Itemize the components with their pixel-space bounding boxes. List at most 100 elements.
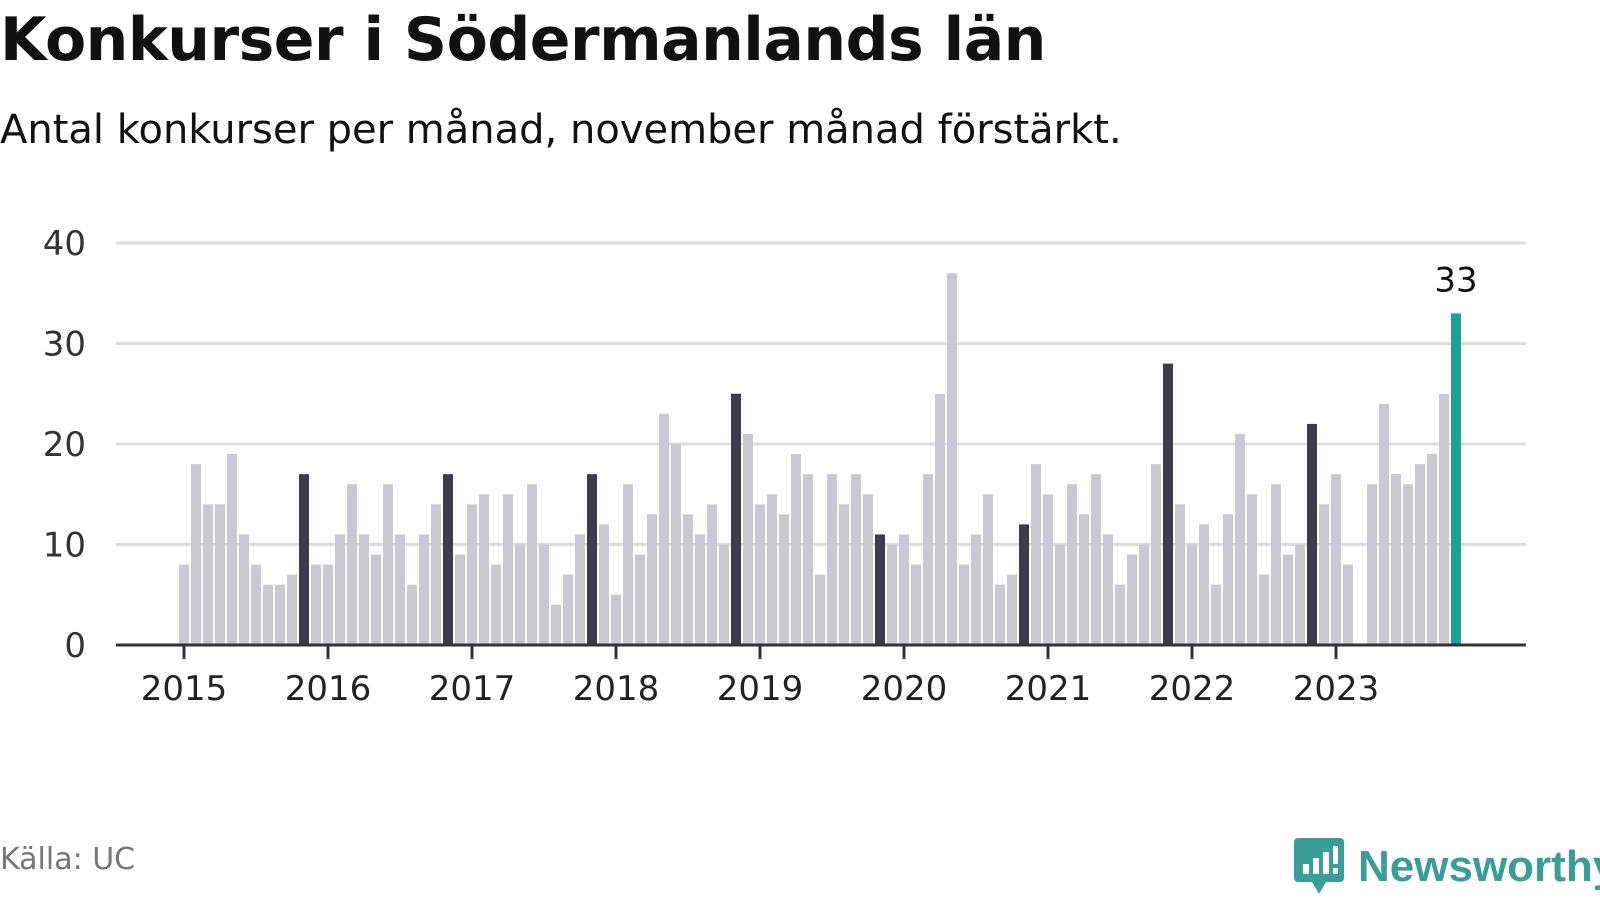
chart-subtitle: Antal konkurser per månad, november måna…: [0, 107, 1122, 153]
bar: [419, 534, 429, 645]
bar: [1067, 484, 1077, 645]
bar: [203, 504, 213, 645]
bar: [695, 534, 705, 645]
bar: [1043, 494, 1053, 645]
bar: [683, 514, 693, 645]
bar: [1187, 544, 1197, 645]
bar: [1103, 534, 1113, 645]
x-tick-label: 2015: [141, 669, 228, 709]
bar: [515, 544, 525, 645]
bar: [1391, 474, 1401, 645]
x-tick-label: 2021: [1005, 669, 1092, 709]
bar: [551, 604, 561, 645]
bar: [491, 564, 501, 645]
bar: [575, 534, 585, 645]
bar: [1175, 504, 1185, 645]
bar: [1199, 524, 1209, 645]
bar: [1163, 363, 1173, 645]
bar: [1127, 554, 1137, 645]
bar: [1259, 574, 1269, 645]
bar: [443, 474, 453, 645]
bar: [431, 504, 441, 645]
y-tick-label: 40: [43, 224, 86, 264]
bar: [623, 484, 633, 645]
bar: [1295, 544, 1305, 645]
bar: [1055, 544, 1065, 645]
bar: [863, 494, 873, 645]
bar: [1415, 464, 1425, 645]
bar: [1031, 464, 1041, 645]
source-note: Källa: UC: [0, 842, 136, 877]
bar: [659, 413, 669, 645]
bar: [191, 464, 201, 645]
chart-title: Konkurser i Södermanlands län: [0, 5, 1046, 75]
bar: [647, 514, 657, 645]
y-tick-label: 10: [43, 526, 86, 566]
bar: [215, 504, 225, 645]
bar: [767, 494, 777, 645]
bar: [1007, 574, 1017, 645]
bar: [1247, 494, 1257, 645]
bar: [1379, 403, 1389, 645]
bar: [503, 494, 513, 645]
x-tick-label: 2022: [1149, 669, 1236, 709]
bar: [455, 554, 465, 645]
bar: [599, 524, 609, 645]
bar: [911, 564, 921, 645]
x-tick-label: 2019: [717, 669, 804, 709]
bar: [971, 534, 981, 645]
bar: [287, 574, 297, 645]
bar: [311, 564, 321, 645]
bar: [275, 584, 285, 645]
value-label: 33: [1434, 260, 1477, 300]
y-tick-label: 20: [43, 425, 86, 465]
bar: [527, 484, 537, 645]
bar: [719, 544, 729, 645]
bar: [227, 454, 237, 645]
bar: [1451, 313, 1461, 645]
annotations: 33: [1434, 260, 1477, 300]
bar: [179, 564, 189, 645]
bar: [467, 504, 477, 645]
bar: [1223, 514, 1233, 645]
bar: [323, 564, 333, 645]
bar: [251, 564, 261, 645]
bar: [299, 474, 309, 645]
bar: [1283, 554, 1293, 645]
bar: [1331, 474, 1341, 645]
bar: [359, 534, 369, 645]
bar: [995, 584, 1005, 645]
bar: [1319, 504, 1329, 645]
bar: [899, 534, 909, 645]
bar: [1367, 484, 1377, 645]
bar: [923, 474, 933, 645]
bar: [827, 474, 837, 645]
bar: [779, 514, 789, 645]
bar: [743, 433, 753, 645]
bar: [1079, 514, 1089, 645]
bar: [959, 564, 969, 645]
y-tick-label: 30: [43, 325, 86, 365]
bars: [179, 273, 1461, 645]
bar: [671, 444, 681, 645]
x-tick-label: 2020: [861, 669, 948, 709]
brand-logo: Newsworthy: [1294, 838, 1600, 896]
bar: [371, 554, 381, 645]
bar: [347, 484, 357, 645]
bar: [611, 594, 621, 645]
bar: [635, 554, 645, 645]
bar: [1211, 584, 1221, 645]
bar: [875, 534, 885, 645]
newsworthy-logo-icon: [1294, 838, 1344, 894]
bar: [1439, 393, 1449, 645]
bar: [563, 574, 573, 645]
bar: [731, 393, 741, 645]
bar: [1019, 524, 1029, 645]
x-tick-label: 2023: [1293, 669, 1380, 709]
y-tick-label: 0: [64, 626, 86, 666]
bar: [239, 534, 249, 645]
x-tick-label: 2018: [573, 669, 660, 709]
bar: [335, 534, 345, 645]
bar: [851, 474, 861, 645]
bar: [815, 574, 825, 645]
